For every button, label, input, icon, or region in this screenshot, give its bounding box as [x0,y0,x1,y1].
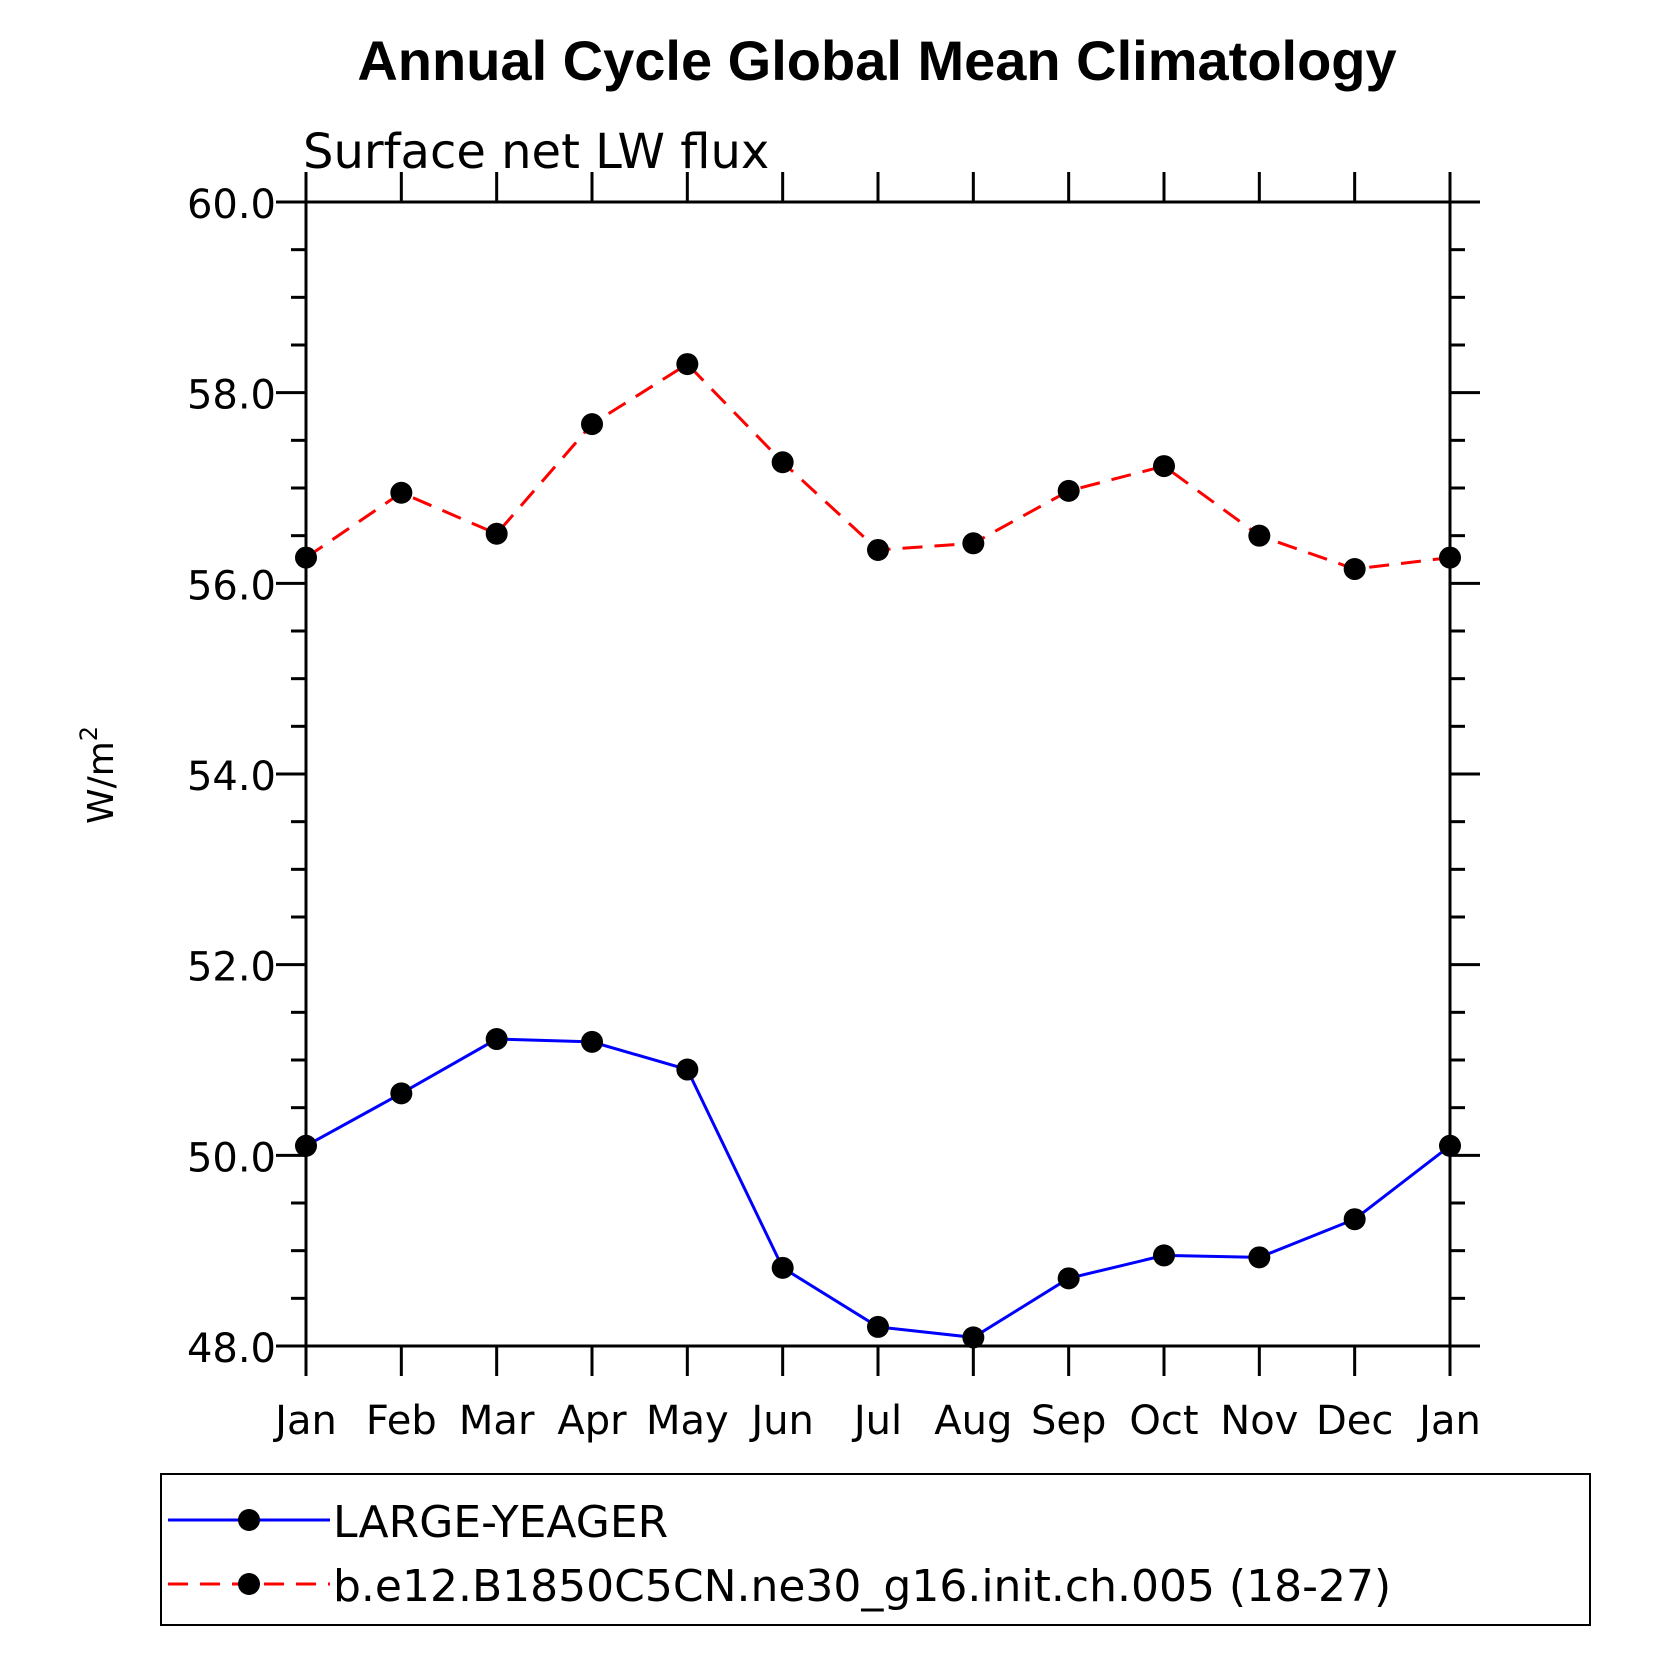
x-tick-label: Jan [272,1398,337,1444]
data-point [1057,1267,1080,1290]
data-point [867,538,889,561]
data-point [1439,546,1461,569]
y-axis-label: W/m2 [75,726,122,824]
legend-label: LARGE-YEAGER [333,1497,668,1548]
legend: LARGE-YEAGER b.e12.B1850C5CN.ne30_g16.ini… [160,1473,1591,1626]
plot-frame [304,200,1452,1348]
data-point [962,1326,985,1349]
series-layer [295,353,1461,1349]
data-point [1248,524,1271,547]
data-point [581,1030,603,1053]
data-point [867,1315,889,1338]
data-point [771,1256,794,1279]
data-point [390,1082,413,1105]
x-tick-label: Sep [1031,1398,1106,1444]
y-tick-label: 52.0 [187,945,276,991]
y-axis-label-unit: W/m [81,741,122,824]
x-tick-label: Feb [366,1398,437,1444]
data-point [1057,479,1080,502]
series-2 [295,353,1461,581]
data-point [1343,1208,1366,1231]
data-point [1153,1244,1175,1267]
data-point [771,451,794,474]
legend-marker [238,1509,260,1531]
data-point [1248,1246,1271,1269]
x-tick-label: Apr [557,1398,627,1444]
y-tick-label: 48.0 [187,1326,276,1372]
legend-entries: LARGE-YEAGER b.e12.B1850C5CN.ne30_g16.ini… [168,1497,1391,1612]
legend-marker [238,1573,260,1595]
chart-subtitle: Surface net LW flux [303,124,769,180]
data-point [485,1028,508,1051]
chart-title: Annual Cycle Global Mean Climatology [357,29,1396,92]
y-axis-label-superscript: 2 [75,726,103,741]
series-1 [295,1028,1461,1349]
x-tick-label: Jun [748,1398,814,1444]
data-point [295,546,317,569]
y-tick-label: 60.0 [187,182,276,228]
y-tick-label: 54.0 [187,754,276,800]
x-tick-label: Jul [851,1398,902,1444]
legend-box [160,1473,1591,1626]
y-tick-label: 56.0 [187,563,276,609]
x-tick-label: Dec [1316,1398,1393,1444]
x-tick-label: Oct [1129,1398,1198,1444]
plot-axes: Jan Feb Mar Apr May Jun Jul Aug Sep Oct Nov Dec Jan 4… [187,172,1481,1444]
series-line [305,362,1451,571]
x-tick-label: Jan [1416,1398,1481,1444]
legend-label: b.e12.B1850C5CN.ne30_g16.init.ch.005 (18… [333,1561,1391,1612]
data-point [962,532,985,555]
data-point [390,481,413,504]
series-line [305,1037,1451,1339]
x-tick-label: Aug [934,1398,1012,1444]
data-point [485,522,508,545]
y-tick-label: 50.0 [187,1135,276,1181]
x-tick-label: Mar [459,1398,535,1444]
x-tick-label: May [646,1398,729,1444]
data-point [581,413,603,436]
data-point [676,353,699,376]
data-point [1153,455,1175,478]
data-point [676,1058,699,1081]
y-tick-label: 58.0 [187,373,276,419]
data-point [1439,1134,1461,1157]
data-point [1343,558,1366,581]
x-tick-label: Nov [1220,1398,1298,1444]
data-point [295,1134,317,1157]
